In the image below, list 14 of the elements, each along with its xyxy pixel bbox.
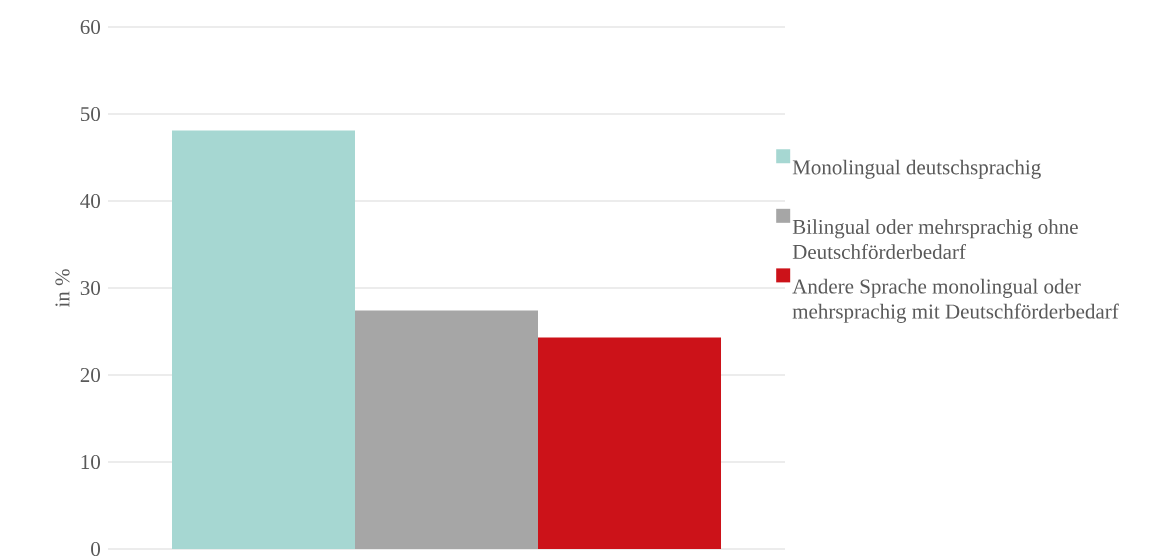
y-tick-label: 20 xyxy=(80,367,101,383)
y-tick-label: 30 xyxy=(80,280,101,296)
bar xyxy=(172,130,355,549)
y-tick-label: 60 xyxy=(80,19,101,35)
y-tick-label: 0 xyxy=(91,541,101,557)
y-tick-label: 40 xyxy=(80,193,101,209)
y-tick-label: 10 xyxy=(81,454,101,470)
legend-label: Andere Sprache monolingual oder mehrsprachig mit Deutschförderbedarf xyxy=(792,278,1119,323)
y-tick-label: 50 xyxy=(81,106,101,122)
y-axis-title: in % xyxy=(55,269,70,308)
legend-label: Bilingual oder mehrsprachig ohne Deutschförderbedarf xyxy=(792,219,1078,260)
bar xyxy=(538,337,722,549)
bar xyxy=(355,310,538,549)
legend-label: Monolingual deutschsprachig xyxy=(792,159,1041,179)
